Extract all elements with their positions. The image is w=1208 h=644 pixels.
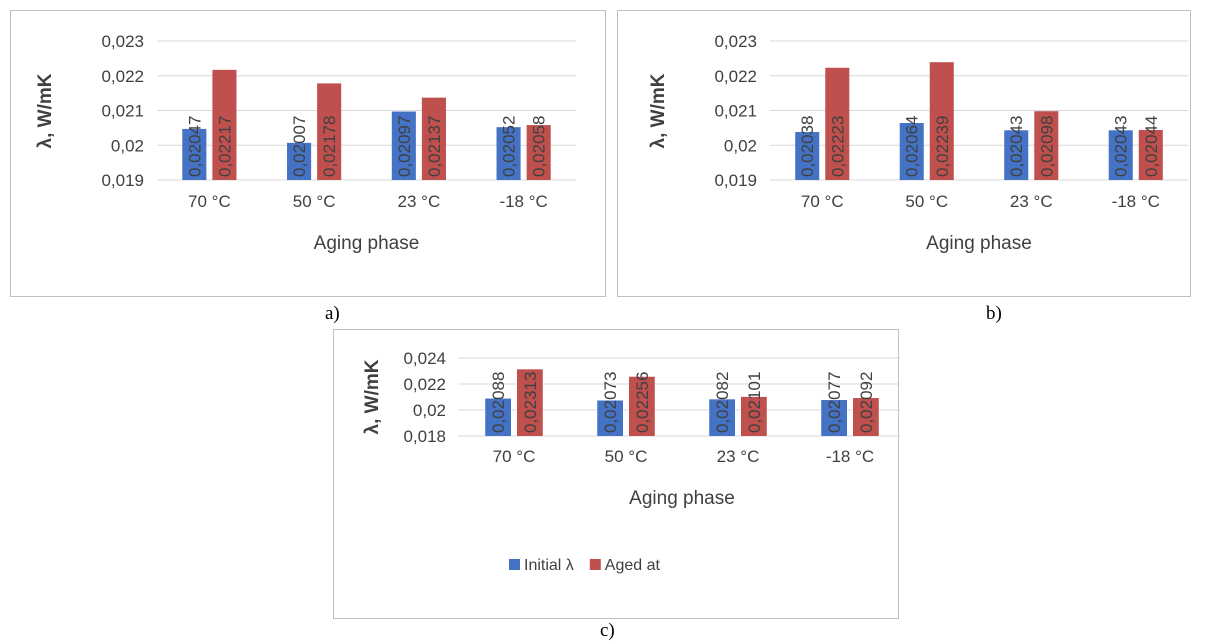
y-tick-label: 0,021 bbox=[101, 102, 144, 121]
data-label: 0,02038 bbox=[798, 116, 817, 177]
chart-b-svg: 0,019 0,02 0,021 0,022 0,023 70 °C 0,02038 0,02… bbox=[648, 32, 1188, 254]
y-tick-label: 0,019 bbox=[714, 171, 757, 190]
bar-aged bbox=[929, 62, 954, 181]
category-label: 50 °C bbox=[293, 192, 336, 211]
category-label: -18 °C bbox=[499, 192, 547, 211]
category-label: -18 °C bbox=[826, 447, 874, 466]
chart-panel-a: 0,019 0,02 0,021 0,022 0,023 70 °C 0,02047 0,02… bbox=[10, 10, 606, 297]
data-label: 0,02088 bbox=[489, 372, 508, 433]
bar-initial bbox=[287, 142, 312, 180]
bar-initial bbox=[1004, 130, 1029, 180]
category-label: 50 °C bbox=[905, 192, 948, 211]
bar-initial bbox=[795, 132, 820, 180]
bar-initial bbox=[391, 111, 416, 180]
data-label: 0,02047 bbox=[185, 116, 204, 177]
data-label: 0,02098 bbox=[1037, 116, 1056, 177]
category-label: 50 °C bbox=[605, 447, 648, 466]
x-axis-title: Aging phase bbox=[314, 233, 420, 254]
data-label: 0,02058 bbox=[530, 116, 549, 177]
bar-initial bbox=[182, 128, 207, 180]
bar-initial bbox=[899, 123, 924, 180]
y-tick-label: 0,018 bbox=[403, 427, 446, 446]
data-label: 0,02073 bbox=[601, 372, 620, 433]
x-axis-title: Aging phase bbox=[926, 233, 1032, 254]
y-tick-label: 0,022 bbox=[714, 67, 757, 86]
bar-aged bbox=[825, 67, 850, 180]
bar-initial bbox=[1108, 130, 1133, 180]
legend-swatch-initial bbox=[509, 559, 520, 570]
data-label: 0,02077 bbox=[825, 372, 844, 433]
panel-label-a: a) bbox=[325, 303, 340, 324]
y-tick-label: 0,022 bbox=[101, 67, 144, 86]
data-label: 0,02101 bbox=[745, 372, 764, 433]
panel-label-b: b) bbox=[986, 303, 1002, 324]
data-label: 0,02043 bbox=[1007, 116, 1026, 177]
legend-label-initial: Initial λ bbox=[524, 557, 574, 574]
bar-aged bbox=[629, 376, 655, 436]
data-label: 0,02239 bbox=[933, 116, 952, 177]
y-axis-title: λ, W/mK bbox=[362, 359, 383, 434]
data-label: 0,02313 bbox=[521, 372, 540, 433]
x-axis-title: Aging phase bbox=[629, 488, 735, 509]
bar-aged bbox=[526, 125, 551, 180]
bar-aged bbox=[741, 396, 767, 436]
y-tick-label: 0,022 bbox=[403, 375, 446, 394]
data-label: 0,02256 bbox=[633, 372, 652, 433]
data-label: 0,02064 bbox=[903, 116, 922, 177]
data-label: 0,02137 bbox=[425, 116, 444, 177]
data-label: 0,02217 bbox=[215, 116, 234, 177]
chart-c-svg: 0,018 0,02 0,022 0,024 70 °C 0,02088 0,02313 50… bbox=[362, 349, 900, 574]
y-tick-label: 0,02 bbox=[413, 401, 446, 420]
y-tick-label: 0,021 bbox=[714, 102, 757, 121]
data-label: 0,02178 bbox=[320, 116, 339, 177]
bar-aged bbox=[1138, 129, 1163, 180]
data-label: 0,02097 bbox=[395, 116, 414, 177]
bar-aged bbox=[317, 83, 342, 180]
y-tick-label: 0,023 bbox=[101, 32, 144, 51]
data-label: 0,02082 bbox=[713, 372, 732, 433]
data-label: 0,02092 bbox=[857, 372, 876, 433]
category-label: 70 °C bbox=[493, 447, 536, 466]
bar-initial bbox=[597, 400, 623, 436]
bar-aged bbox=[517, 369, 543, 436]
bar-initial bbox=[496, 127, 521, 180]
data-label: 0,02052 bbox=[500, 116, 519, 177]
bar-initial bbox=[821, 399, 847, 436]
y-tick-label: 0,02 bbox=[724, 136, 757, 155]
data-label: 0,02043 bbox=[1112, 116, 1131, 177]
category-label: 23 °C bbox=[717, 447, 760, 466]
chart-a-svg: 0,019 0,02 0,021 0,022 0,023 70 °C 0,02047 0,02… bbox=[35, 32, 576, 254]
bar-aged bbox=[853, 398, 879, 436]
y-axis-title: λ, W/mK bbox=[35, 73, 56, 148]
chart-panel-b: 0,019 0,02 0,021 0,022 0,023 70 °C 0,02038 0,02… bbox=[617, 10, 1191, 297]
y-axis-title: λ, W/mK bbox=[648, 73, 669, 148]
bar-initial bbox=[485, 398, 511, 436]
legend-label-aged: Aged at bbox=[605, 557, 661, 574]
data-label: 0,02223 bbox=[828, 116, 847, 177]
bar-initial bbox=[709, 399, 735, 436]
y-tick-label: 0,023 bbox=[714, 32, 757, 51]
category-label: 23 °C bbox=[398, 192, 441, 211]
y-tick-label: 0,02 bbox=[111, 136, 144, 155]
data-label: 0,02044 bbox=[1142, 116, 1161, 177]
panel-label-c: c) bbox=[600, 620, 615, 641]
category-label: 70 °C bbox=[188, 192, 231, 211]
data-label: 0,02007 bbox=[290, 116, 309, 177]
legend-swatch-aged bbox=[589, 559, 601, 570]
bar-aged bbox=[1034, 111, 1059, 180]
category-label: -18 °C bbox=[1112, 192, 1160, 211]
category-label: 23 °C bbox=[1010, 192, 1053, 211]
bar-aged bbox=[421, 97, 446, 180]
chart-panel-c: 0,018 0,02 0,022 0,024 70 °C 0,02088 0,02313 50… bbox=[333, 329, 900, 619]
category-label: 70 °C bbox=[801, 192, 844, 211]
bar-aged bbox=[212, 69, 237, 180]
y-tick-label: 0,019 bbox=[101, 171, 144, 190]
y-tick-label: 0,024 bbox=[403, 349, 446, 368]
